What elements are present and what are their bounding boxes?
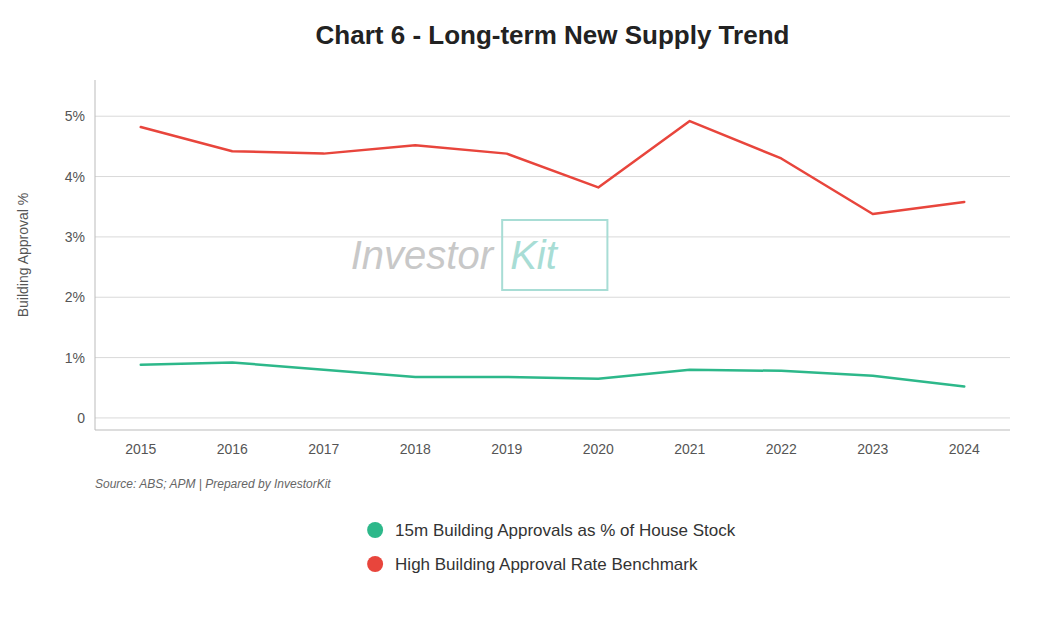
- grid-line: [95, 116, 1010, 117]
- x-tick-label: 2020: [583, 441, 614, 457]
- x-tick-label: 2024: [949, 441, 980, 457]
- grid-line: [95, 176, 1010, 177]
- y-axis-label: Building Approval %: [15, 193, 31, 318]
- y-tick-label: 0: [77, 410, 85, 426]
- x-tick-label: 2019: [491, 441, 522, 457]
- source-note: Source: ABS; APM | Prepared by InvestorK…: [95, 477, 331, 491]
- chart-container: Chart 6 - Long-term New Supply Trend 0 1% 2…: [0, 0, 1040, 640]
- series-line: [141, 362, 965, 386]
- y-tick-label: 2%: [65, 289, 85, 305]
- y-tick-label: 1%: [65, 350, 85, 366]
- x-tick-label: 2017: [308, 441, 339, 457]
- title: Chart 6 - Long-term New Supply Trend: [316, 20, 790, 50]
- grid: [95, 116, 1010, 418]
- y-axis-line: [95, 80, 96, 430]
- grid-line: [95, 357, 1010, 358]
- legend: 15m Building Approvals as % of House Sto…: [367, 521, 736, 574]
- legend-swatch: [367, 556, 383, 572]
- grid-line: [95, 297, 1010, 298]
- grid-line: [95, 417, 1010, 418]
- x-axis-line: [95, 430, 1010, 431]
- legend-label: 15m Building Approvals as % of House Sto…: [395, 521, 736, 540]
- x-tick-label: 2018: [400, 441, 431, 457]
- x-tick-label: 2023: [857, 441, 888, 457]
- x-tick-label: 2021: [674, 441, 705, 457]
- watermark-box: [502, 220, 607, 290]
- watermark-text: Investor: [351, 233, 495, 277]
- series-line: [141, 121, 965, 214]
- x-tick-label: 2015: [125, 441, 156, 457]
- chart-svg: Chart 6 - Long-term New Supply Trend 0 1% 2…: [0, 0, 1040, 640]
- y-tick-label: 4%: [65, 169, 85, 185]
- series-group: [141, 121, 965, 387]
- x-tick-label: 2016: [217, 441, 248, 457]
- legend-label: High Building Approval Rate Benchmark: [395, 555, 698, 574]
- y-tick-label: 5%: [65, 108, 85, 124]
- y-tick-label: 3%: [65, 229, 85, 245]
- x-tick-label: 2022: [766, 441, 797, 457]
- watermark-text: Kit: [510, 233, 559, 277]
- legend-swatch: [367, 522, 383, 538]
